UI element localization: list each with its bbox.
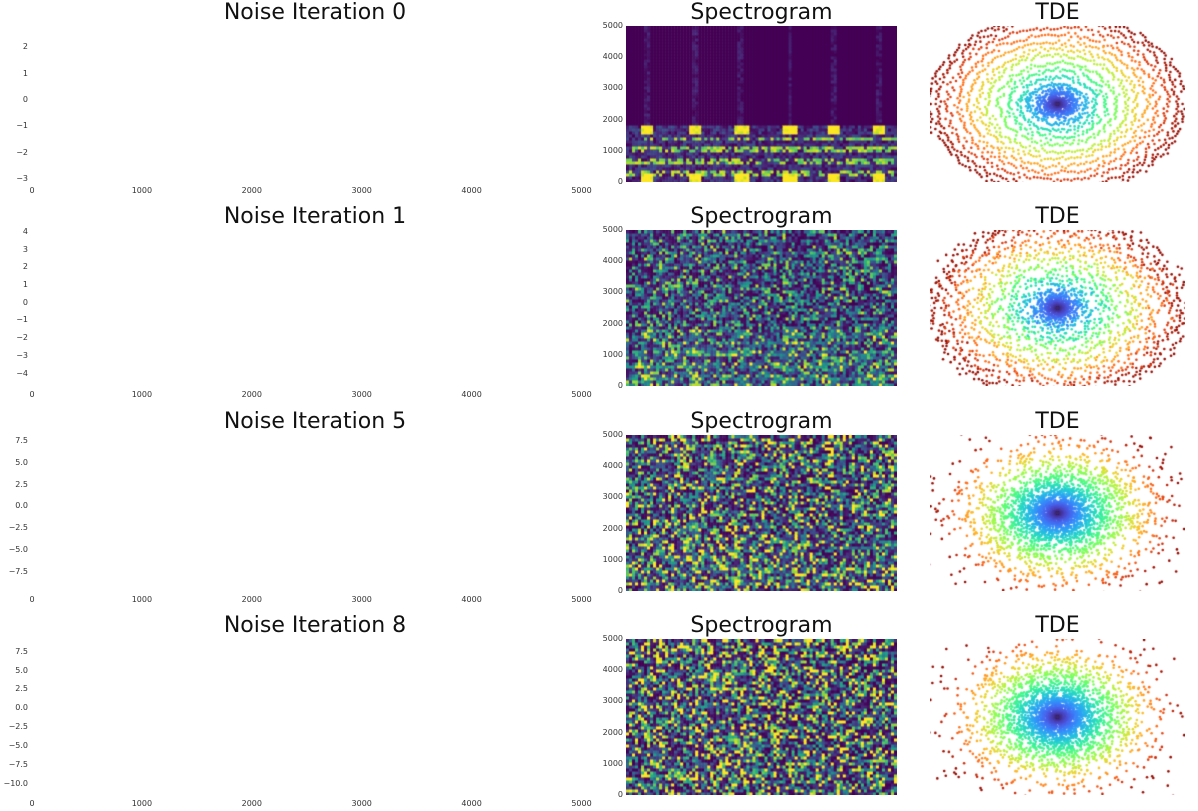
tde-scatter bbox=[930, 435, 1185, 591]
y-tick-label: −2.5 bbox=[8, 722, 28, 732]
x-tick-label: 4000 bbox=[461, 390, 482, 399]
y-tick-label: −2 bbox=[16, 333, 28, 343]
spectrogram-heatmap bbox=[626, 230, 897, 386]
x-tick-label: 0 bbox=[29, 799, 35, 808]
x-tick-label: 5000 bbox=[571, 799, 592, 808]
y-tick-label: 0 bbox=[617, 177, 623, 186]
tde-scatter bbox=[930, 230, 1185, 386]
x-tick-label: 3000 bbox=[351, 390, 372, 399]
subplot-title: Spectrogram bbox=[690, 613, 833, 638]
y-tick-label: 4000 bbox=[602, 256, 623, 266]
y-tick-label: 1000 bbox=[602, 554, 623, 564]
y-tick-label: 7.5 bbox=[15, 436, 28, 446]
x-tick-label: 2000 bbox=[241, 186, 262, 195]
x-tick-label: 0 bbox=[29, 186, 35, 195]
y-tick-label: 4000 bbox=[602, 52, 623, 62]
y-tick-label: 0.0 bbox=[15, 501, 28, 511]
tde-scatter bbox=[930, 26, 1185, 182]
y-tick-label: 2000 bbox=[602, 114, 623, 124]
y-tick-label: 3000 bbox=[602, 287, 623, 297]
spectrogram-heatmap bbox=[626, 639, 897, 795]
x-tick-label: 0 bbox=[29, 595, 35, 604]
y-tick-label: 5000 bbox=[602, 225, 623, 234]
y-tick-label: −3 bbox=[16, 350, 28, 360]
x-tick-label: 2000 bbox=[241, 799, 262, 808]
y-tick-label: −4 bbox=[16, 368, 28, 378]
tde-scatter bbox=[930, 639, 1185, 795]
y-tick-label: 1 bbox=[22, 68, 28, 78]
y-tick-label: 4 bbox=[22, 226, 28, 236]
x-tick-label: 2000 bbox=[241, 390, 262, 399]
x-tick-label: 1000 bbox=[131, 390, 153, 399]
y-tick-label: −1 bbox=[16, 121, 28, 131]
y-tick-label: 1 bbox=[22, 279, 28, 289]
spectrogram-heatmap bbox=[626, 435, 897, 591]
x-tick-label: 1000 bbox=[131, 595, 153, 604]
y-tick-label: 0 bbox=[22, 297, 28, 307]
subplot-title: TDE bbox=[1035, 409, 1080, 434]
y-tick-label: 0 bbox=[617, 586, 623, 595]
y-tick-label: −10.0 bbox=[3, 778, 28, 788]
y-tick-label: 2000 bbox=[602, 318, 623, 328]
y-tick-label: 2.5 bbox=[15, 684, 28, 694]
y-tick-label: 0 bbox=[617, 790, 623, 799]
y-tick-label: 7.5 bbox=[15, 646, 28, 656]
x-tick-label: 3000 bbox=[351, 595, 372, 604]
subplot-title: Noise Iteration 0 bbox=[223, 0, 407, 25]
subplot-title: Spectrogram bbox=[690, 409, 833, 434]
y-tick-label: 5000 bbox=[602, 430, 623, 439]
y-tick-label: 0 bbox=[22, 95, 28, 105]
subplot-title: TDE bbox=[1035, 0, 1080, 25]
x-tick-label: 4000 bbox=[461, 799, 482, 808]
y-tick-label: 2.5 bbox=[15, 479, 28, 489]
subplot-title: Spectrogram bbox=[690, 0, 833, 25]
subplot-title: Noise Iteration 1 bbox=[223, 204, 407, 229]
x-tick-label: 0 bbox=[29, 390, 35, 399]
y-tick-label: 3000 bbox=[602, 492, 623, 502]
y-tick-label: 2000 bbox=[602, 523, 623, 533]
y-tick-label: 1000 bbox=[602, 145, 623, 155]
y-tick-label: 2 bbox=[22, 262, 28, 272]
subplot-title: Spectrogram bbox=[690, 204, 833, 229]
y-tick-label: 4000 bbox=[602, 461, 623, 471]
y-tick-label: 0 bbox=[617, 381, 623, 390]
y-tick-label: 0.0 bbox=[15, 703, 28, 713]
y-tick-label: 2 bbox=[22, 42, 28, 52]
x-tick-label: 4000 bbox=[461, 595, 482, 604]
x-tick-label: 3000 bbox=[351, 799, 372, 808]
y-tick-label: 5.0 bbox=[15, 665, 28, 675]
y-tick-label: 2000 bbox=[602, 727, 623, 737]
x-tick-label: 5000 bbox=[571, 595, 592, 604]
y-tick-label: 5000 bbox=[602, 634, 623, 643]
x-tick-label: 5000 bbox=[571, 186, 592, 195]
y-tick-label: 5.0 bbox=[15, 457, 28, 467]
y-tick-label: 3000 bbox=[602, 696, 623, 706]
spectrogram-heatmap bbox=[626, 26, 897, 182]
y-tick-label: 3 bbox=[22, 244, 28, 254]
x-tick-label: 3000 bbox=[351, 186, 372, 195]
y-tick-label: 5000 bbox=[602, 21, 623, 30]
subplot-title: Noise Iteration 5 bbox=[223, 409, 407, 434]
y-tick-label: −5.0 bbox=[8, 545, 28, 555]
x-tick-label: 1000 bbox=[131, 186, 153, 195]
x-tick-label: 4000 bbox=[461, 186, 482, 195]
y-tick-label: −2 bbox=[16, 147, 28, 157]
subplot-title: TDE bbox=[1035, 204, 1080, 229]
y-tick-label: −5.0 bbox=[8, 741, 28, 750]
x-tick-label: 5000 bbox=[571, 390, 592, 399]
y-tick-label: −7.5 bbox=[8, 759, 28, 769]
y-tick-label: 4000 bbox=[602, 665, 623, 675]
subplot-title: TDE bbox=[1035, 613, 1080, 638]
y-tick-label: 1000 bbox=[602, 349, 623, 359]
x-tick-label: 1000 bbox=[131, 799, 153, 808]
x-tick-label: 2000 bbox=[241, 595, 262, 604]
y-tick-label: −3 bbox=[16, 174, 28, 184]
y-tick-label: −2.5 bbox=[8, 523, 28, 533]
y-tick-label: 1000 bbox=[602, 758, 623, 768]
subplot-title: Noise Iteration 8 bbox=[223, 613, 407, 638]
y-tick-label: 3000 bbox=[602, 83, 623, 93]
y-tick-label: −7.5 bbox=[8, 566, 28, 576]
y-tick-label: −1 bbox=[16, 315, 28, 325]
